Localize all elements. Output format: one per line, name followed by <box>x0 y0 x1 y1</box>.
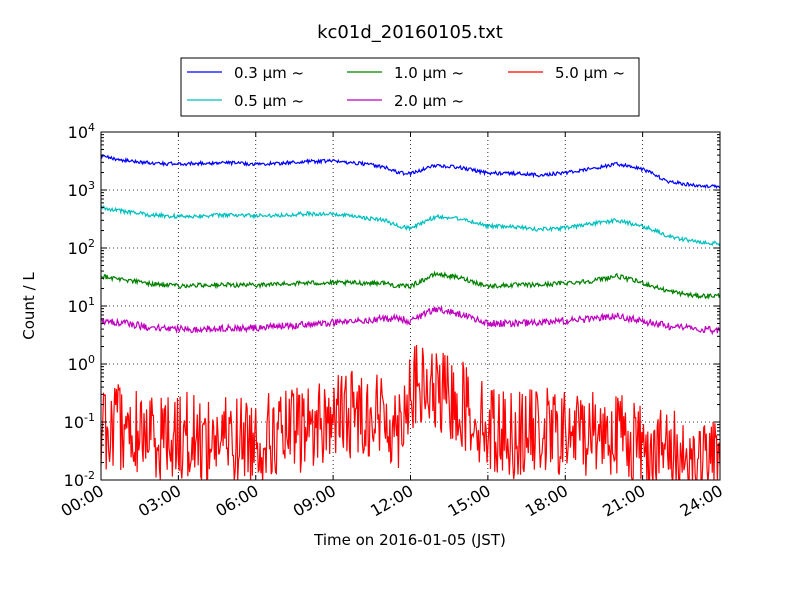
legend-label-2: 1.0 μm ~ <box>394 64 464 82</box>
y-tick-label: 102 <box>68 237 95 258</box>
legend-label-4: 5.0 μm ~ <box>555 64 625 82</box>
series-line-0 <box>101 154 720 189</box>
y-tick-label: 103 <box>68 179 95 200</box>
y-tick-label: 104 <box>68 121 95 142</box>
y-tick-label: 101 <box>68 295 95 316</box>
y-tick-label: 10-1 <box>64 411 95 432</box>
plot-area: 00:00 03:00 06:00 09:00 12:00 15:00 18:00 21:00… <box>58 121 726 521</box>
legend: 0.3 μm ~ 0.5 μm ~ 1.0 μm ~ 2.0 μm ~ 5.0 μm ~ <box>180 57 640 117</box>
legend-label-0: 0.3 μm ~ <box>234 64 304 82</box>
y-tick-label: 100 <box>68 353 95 374</box>
y-tick-label: 10-2 <box>64 469 95 490</box>
legend-box <box>180 57 640 117</box>
x-axis-label: Time on 2016-01-05 (JST) <box>313 531 506 549</box>
series-line-2 <box>101 270 720 300</box>
series-line-1 <box>101 204 720 247</box>
legend-label-1: 0.5 μm ~ <box>234 92 304 110</box>
series-line-3 <box>101 306 720 336</box>
legend-label-3: 2.0 μm ~ <box>394 92 464 110</box>
series-line-4 <box>101 344 720 480</box>
y-axis-label: Count / L <box>20 272 38 340</box>
chart-title: kc01d_20160105.txt <box>317 22 503 43</box>
